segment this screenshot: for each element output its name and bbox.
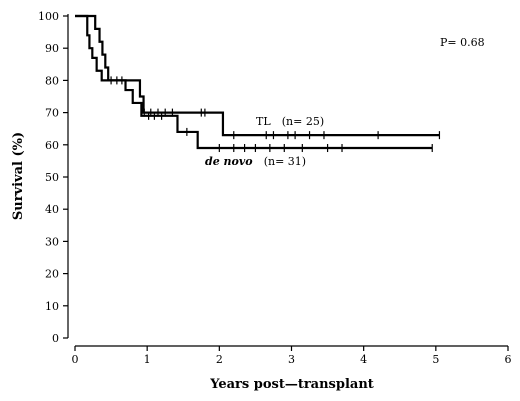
series-label-denovo: de novo (n= 31) <box>205 150 306 169</box>
y-tick-label: 30 <box>45 235 59 248</box>
y-tick-label: 80 <box>45 74 59 87</box>
series-name-tl: TL <box>256 115 271 128</box>
series-count-tl: (n= 25) <box>282 115 324 128</box>
y-tick-label: 40 <box>45 203 59 216</box>
x-tick-label: 1 <box>144 353 151 366</box>
y-axis-title: Survival (%) <box>11 132 26 220</box>
y-tick-label: 90 <box>45 42 59 55</box>
x-tick-label: 5 <box>432 353 439 366</box>
y-tick-label: 100 <box>38 10 59 23</box>
y-tick-label: 70 <box>45 107 59 120</box>
x-axis-title: Years post—transplant <box>209 377 374 392</box>
series-name-denovo: de novo <box>205 155 253 168</box>
x-tick-label: 0 <box>72 353 79 366</box>
y-tick-label: 10 <box>45 300 59 313</box>
y-tick-label: 60 <box>45 139 59 152</box>
x-tick-label: 4 <box>360 353 367 366</box>
series-line-tl <box>75 14 440 137</box>
x-tick-label: 6 <box>505 353 512 366</box>
y-axis-ticks: 0 10 20 30 40 50 60 70 80 90 100 <box>38 10 68 345</box>
series-count-denovo: (n= 31) <box>264 155 306 168</box>
y-tick-label: 20 <box>45 268 59 281</box>
x-axis-ticks: 0 1 2 3 4 5 6 <box>72 346 512 366</box>
p-value-label: P= 0.68 <box>440 36 485 49</box>
x-tick-label: 2 <box>216 353 223 366</box>
series-label-tl: TL (n= 25) <box>256 110 324 129</box>
series-layer <box>75 14 441 153</box>
y-tick-label: 50 <box>45 171 59 184</box>
series-line-de-novo <box>75 14 433 150</box>
x-tick-label: 3 <box>288 353 295 366</box>
y-tick-label: 0 <box>52 332 59 345</box>
